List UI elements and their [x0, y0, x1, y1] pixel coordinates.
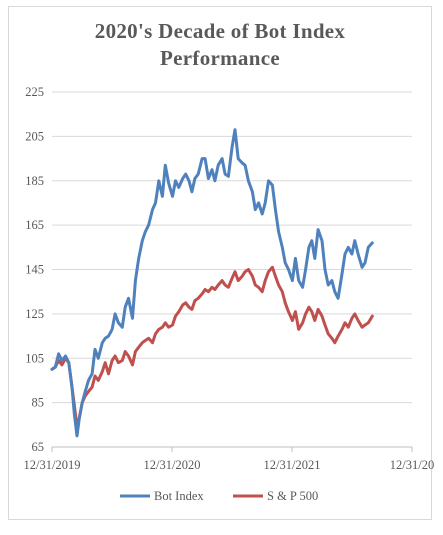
legend: Bot Index S & P 500: [120, 489, 318, 503]
y-tick-label: 105: [25, 351, 44, 365]
y-tick-label: 145: [25, 263, 44, 277]
legend-label: S & P 500: [267, 489, 318, 503]
x-axis: 12/31/2019 12/31/2020 12/31/2021 12/31/20: [24, 446, 434, 472]
legend-label: Bot Index: [154, 489, 204, 503]
y-tick-label: 185: [25, 174, 44, 188]
y-tick-label: 165: [25, 218, 44, 232]
x-tick-label: 12/31/2021: [264, 458, 321, 472]
y-tick-label: 85: [32, 396, 45, 410]
gridlines: [52, 91, 412, 404]
x-tick-label: 12/31/2020: [144, 458, 201, 472]
x-tick-label: 12/31/20: [390, 458, 434, 472]
chart-title-line-2: Performance: [160, 46, 280, 70]
y-tick-label: 225: [25, 85, 44, 99]
series-line-s-p-500: [50, 265, 374, 429]
x-tick-label: 12/31/2019: [24, 458, 81, 472]
y-tick-label: 125: [25, 307, 44, 321]
y-tick-label: 65: [32, 440, 45, 454]
series-line-bot-index: [50, 128, 374, 438]
y-tick-label: 205: [25, 129, 44, 143]
chart-title: 2020's Decade of Bot Index Performance: [8, 18, 432, 72]
chart-title-line-1: 2020's Decade of Bot Index: [94, 19, 346, 43]
y-axis-ticks: 65 85 105 125 145 165 185 205 225: [25, 85, 44, 454]
series-lines: [50, 128, 374, 438]
